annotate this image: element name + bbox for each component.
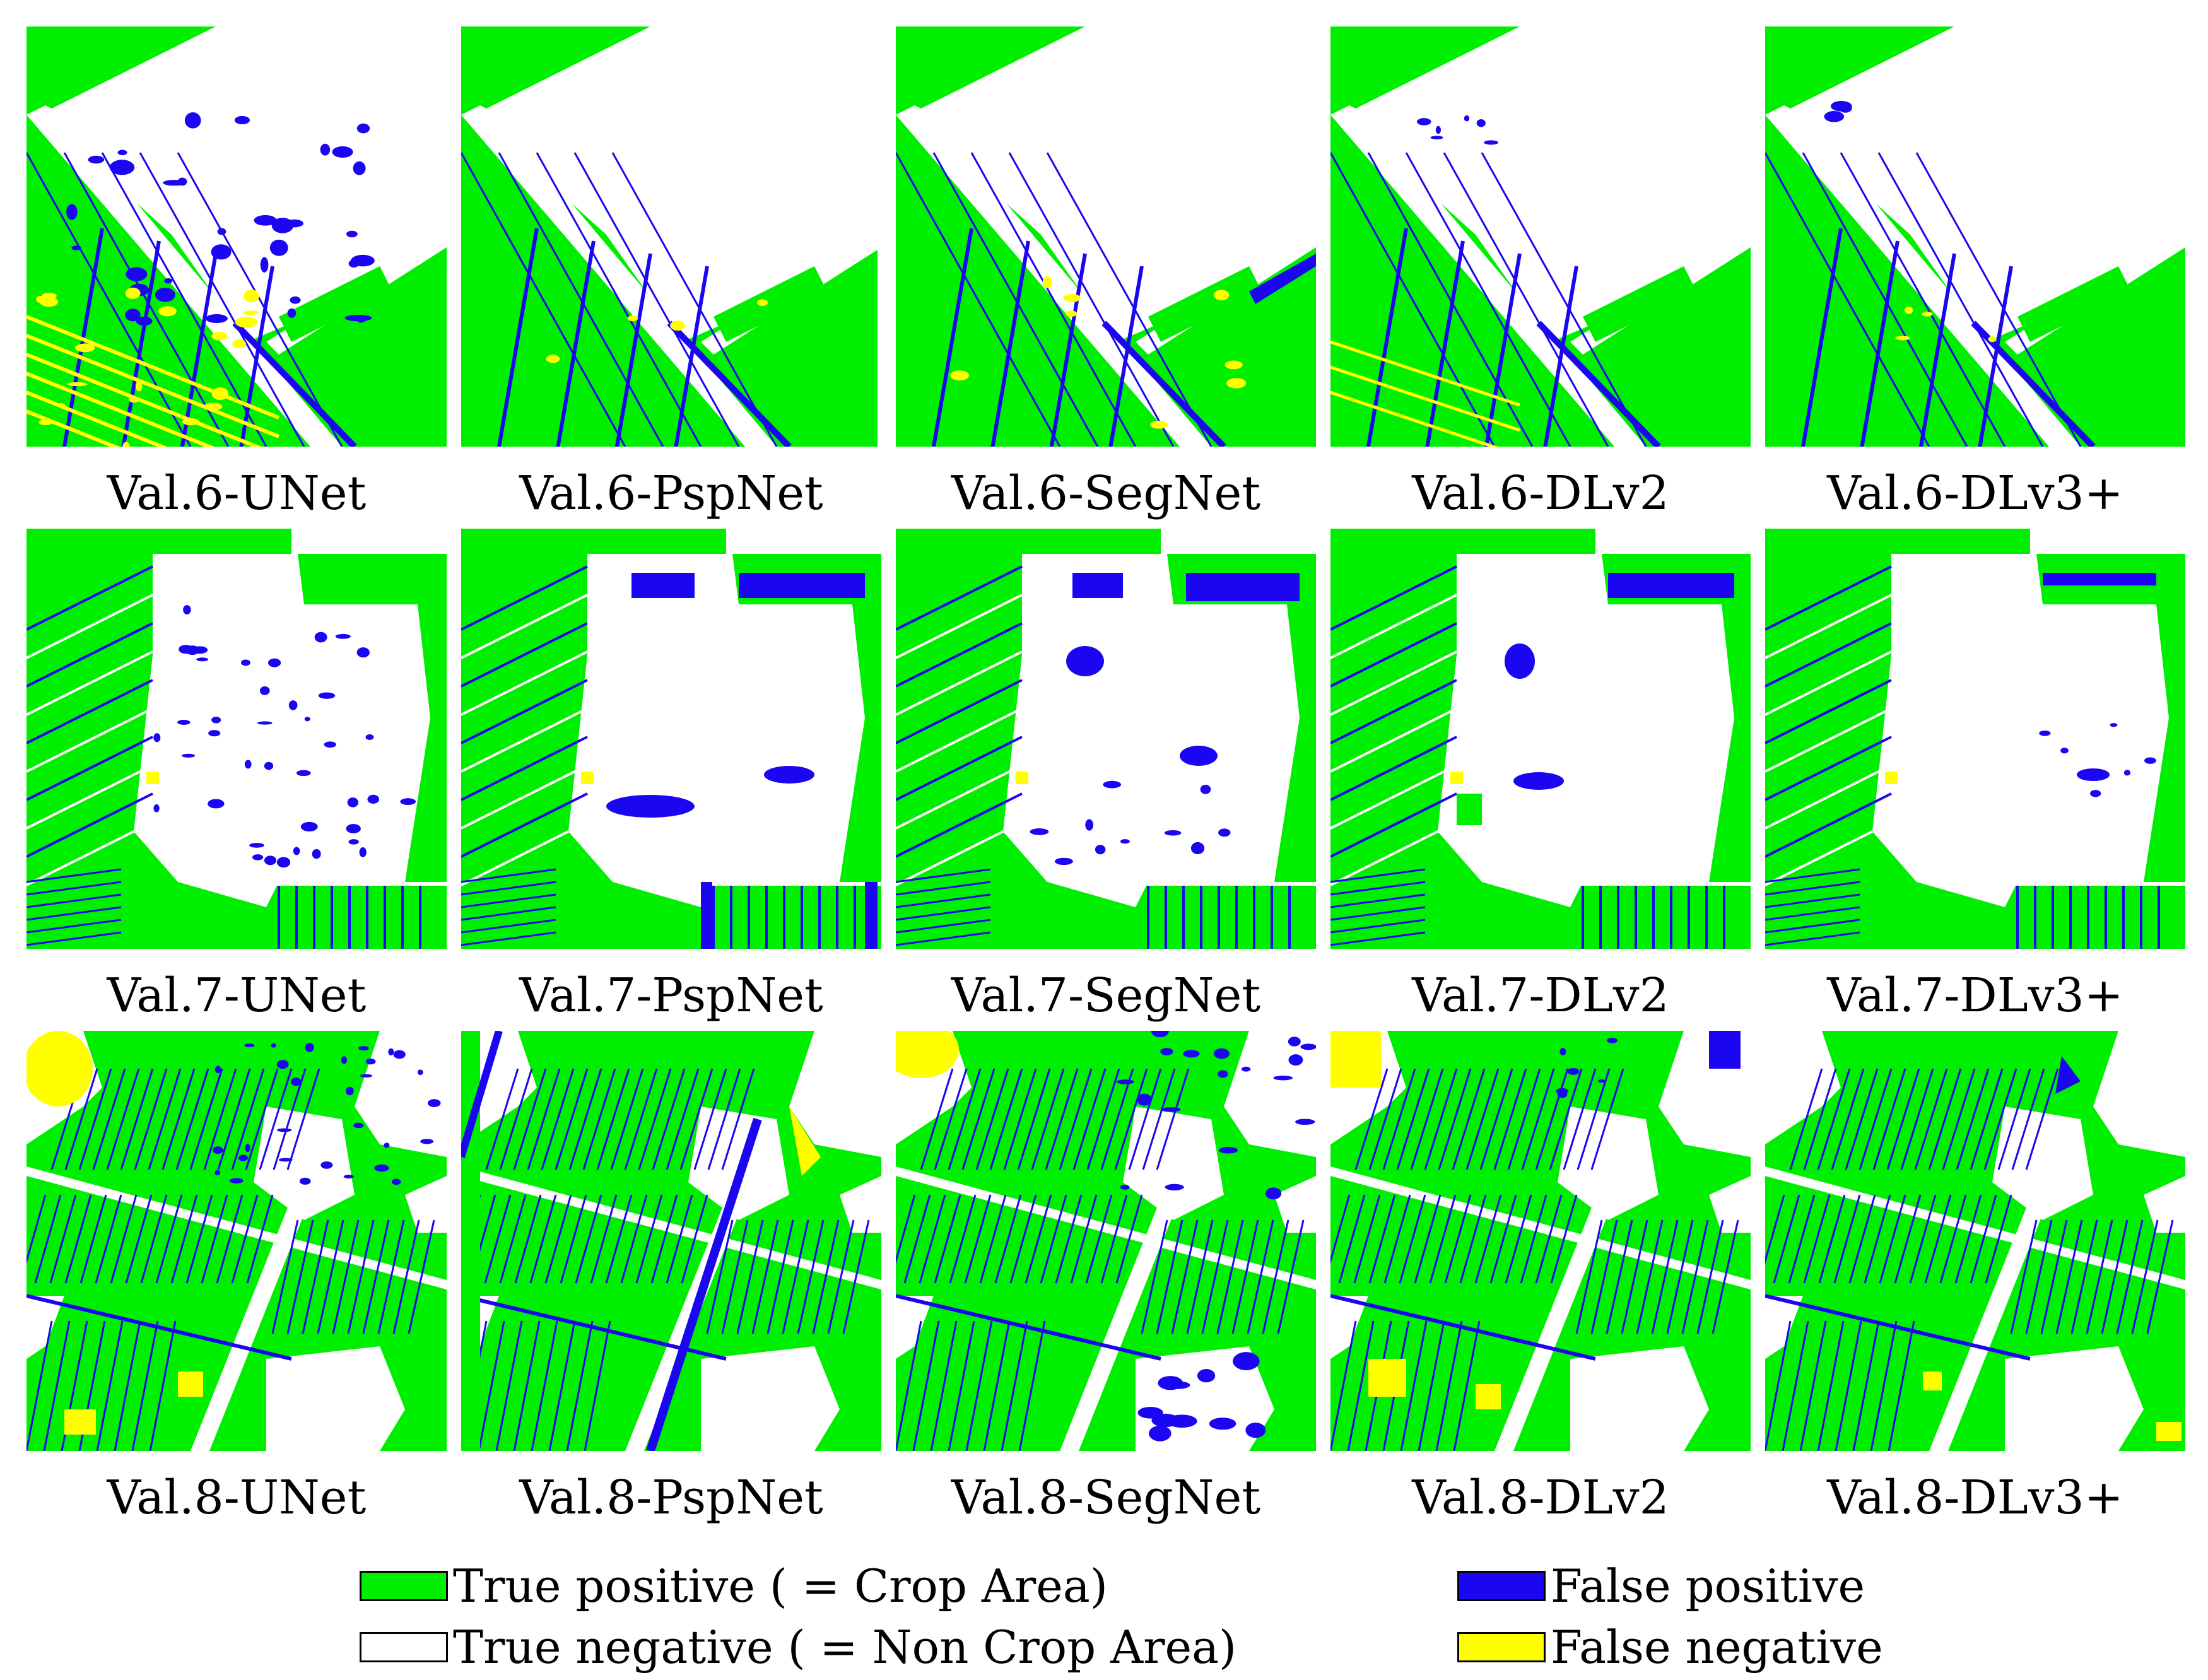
segmentation-map bbox=[1765, 26, 2185, 447]
segmentation-image bbox=[896, 529, 1316, 949]
legend-swatch-false-positive bbox=[1457, 1571, 1546, 1601]
segmentation-image bbox=[1330, 529, 1751, 949]
panel-caption: Val.6-DLv2 bbox=[1412, 466, 1669, 520]
segmentation-image bbox=[896, 26, 1316, 447]
panel-caption: Val.6-SegNet bbox=[951, 466, 1261, 520]
panel-caption: Val.7-UNet bbox=[107, 968, 367, 1023]
panel-caption: Val.8-UNet bbox=[107, 1471, 367, 1525]
segmentation-image bbox=[1765, 26, 2185, 447]
panel-caption: Val.7-SegNet bbox=[951, 968, 1261, 1023]
segmentation-image bbox=[1330, 26, 1751, 447]
segmentation-map bbox=[26, 1031, 447, 1451]
segmentation-map bbox=[461, 529, 881, 949]
segmentation-map bbox=[26, 26, 447, 447]
segmentation-map bbox=[1765, 529, 2185, 949]
legend-swatch-true-negative bbox=[360, 1632, 448, 1662]
legend-label-true-positive: True positive ( = Crop Area) bbox=[453, 1560, 1108, 1612]
legend-label-false-negative: False negative bbox=[1551, 1621, 1883, 1674]
segmentation-map bbox=[1330, 1031, 1751, 1451]
segmentation-map bbox=[461, 26, 881, 447]
segmentation-map bbox=[896, 26, 1316, 447]
panel-caption: Val.7-PspNet bbox=[519, 968, 823, 1023]
segmentation-image bbox=[1330, 1031, 1751, 1451]
segmentation-image bbox=[26, 1031, 447, 1451]
segmentation-map bbox=[26, 529, 447, 949]
segmentation-map bbox=[461, 1031, 881, 1451]
segmentation-image bbox=[26, 529, 447, 949]
segmentation-image bbox=[896, 1031, 1316, 1451]
legend-label-false-positive: False positive bbox=[1551, 1560, 1865, 1612]
legend-swatch-true-positive bbox=[360, 1571, 448, 1601]
segmentation-map bbox=[1330, 529, 1751, 949]
panel-caption: Val.6-DLv3+ bbox=[1827, 466, 2123, 520]
panel-caption: Val.8-SegNet bbox=[951, 1471, 1261, 1525]
panel-caption: Val.6-UNet bbox=[107, 466, 367, 520]
segmentation-image bbox=[26, 26, 447, 447]
panel-caption: Val.7-DLv3+ bbox=[1827, 968, 2123, 1023]
segmentation-map bbox=[896, 529, 1316, 949]
segmentation-map bbox=[896, 1031, 1316, 1451]
panel-caption: Val.8-DLv3+ bbox=[1827, 1471, 2123, 1525]
segmentation-map bbox=[1330, 26, 1751, 447]
segmentation-image bbox=[1765, 1031, 2185, 1451]
panel-caption: Val.6-PspNet bbox=[519, 466, 823, 520]
panel-caption: Val.8-PspNet bbox=[519, 1471, 823, 1525]
segmentation-image bbox=[461, 1031, 881, 1451]
segmentation-image bbox=[1765, 529, 2185, 949]
legend-label-true-negative: True negative ( = Non Crop Area) bbox=[453, 1621, 1237, 1674]
panel-caption: Val.8-DLv2 bbox=[1412, 1471, 1669, 1525]
panel-caption: Val.7-DLv2 bbox=[1412, 968, 1669, 1023]
legend-swatch-false-negative bbox=[1457, 1632, 1546, 1662]
segmentation-image bbox=[461, 26, 881, 447]
segmentation-map bbox=[1765, 1031, 2185, 1451]
segmentation-image bbox=[461, 529, 881, 949]
